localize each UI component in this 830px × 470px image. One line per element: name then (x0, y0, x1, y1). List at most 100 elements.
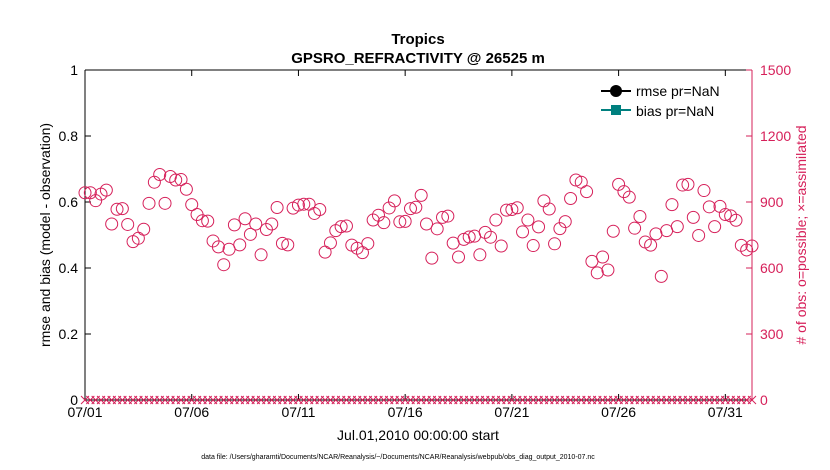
possible-obs-point (734, 238, 748, 252)
possible-obs-point (681, 177, 695, 191)
possible-obs-point (382, 201, 396, 215)
possible-obs-point (649, 227, 663, 241)
possible-obs-point (633, 210, 647, 224)
possible-obs-point (462, 230, 476, 244)
possible-obs-point (361, 237, 375, 251)
possible-obs-point (670, 220, 684, 234)
possible-obs-point (158, 196, 172, 210)
right-y-tick-label: 0 (760, 392, 768, 408)
possible-obs-point (484, 230, 498, 244)
possible-obs-point (537, 194, 551, 208)
possible-obs-point (211, 240, 225, 254)
possible-obs-point (612, 177, 626, 191)
possible-obs-point (201, 214, 215, 228)
x-axis-ticks: 07/01 07/06 07/11 07/16 07/21 07/26 07/31 (67, 70, 743, 420)
possible-obs-point (596, 250, 610, 264)
possible-obs-point (601, 263, 615, 277)
possible-obs-point (654, 269, 668, 283)
possible-obs-point (425, 251, 439, 265)
possible-obs-point (740, 243, 754, 257)
data-file-footnote: data file: /Users/gharamti/Documents/NCA… (201, 454, 595, 461)
possible-obs-point (195, 214, 209, 228)
possible-obs-point (548, 237, 562, 251)
possible-obs-point (436, 210, 450, 224)
left-y-axis-ticks: 0 0.2 0.4 0.6 0.8 1 (59, 62, 91, 408)
possible-obs-point (110, 202, 124, 216)
left-y-tick-label: 0.2 (59, 326, 79, 342)
possible-obs-point (494, 239, 508, 253)
possible-obs-point (708, 220, 722, 234)
possible-obs-point (169, 173, 183, 187)
possible-obs-point (185, 198, 199, 212)
right-y-axis-label: # of obs: o=possible; ×=assimilated (793, 125, 809, 344)
chart-title: Tropics (391, 31, 444, 48)
possible-obs-point (441, 209, 455, 223)
x-tick-label: 07/06 (174, 404, 209, 420)
right-y-tick-label: 900 (760, 194, 784, 210)
possible-obs-point (420, 217, 434, 231)
legend-rmse-marker (610, 85, 622, 97)
possible-obs-point (430, 222, 444, 236)
possible-obs-point (393, 215, 407, 229)
possible-obs-point (387, 194, 401, 208)
right-y-axis-ticks: 0 300 600 900 1200 1500 (746, 62, 791, 408)
possible-obs-point (334, 220, 348, 234)
possible-obs-point (302, 197, 316, 211)
plot-frame (84, 69, 753, 401)
possible-obs-point (409, 200, 423, 214)
possible-obs-point (270, 201, 284, 214)
possible-obs-point (377, 216, 391, 230)
possible-obs-point (323, 236, 337, 250)
assimilated-obs-series (80, 395, 757, 405)
possible-obs-point (105, 217, 119, 231)
possible-obs-point (254, 248, 268, 262)
x-tick-label: 07/21 (494, 404, 529, 420)
possible-obs-point (233, 238, 247, 252)
possible-obs-point (569, 173, 583, 187)
possible-obs-point (590, 266, 604, 280)
x-tick-label: 07/16 (388, 404, 423, 420)
possible-obs-point (622, 190, 636, 204)
possible-obs-point (403, 202, 417, 216)
possible-obs-point (702, 200, 716, 214)
possible-obs-point (281, 238, 295, 252)
possible-obs-point (745, 239, 759, 253)
legend-bias-marker (611, 105, 621, 115)
x-tick-label: 07/11 (281, 404, 315, 420)
possible-obs-point (718, 208, 732, 222)
possible-obs-point (265, 217, 279, 231)
right-y-tick-label: 600 (760, 260, 784, 276)
x-tick-label: 07/01 (67, 404, 102, 420)
possible-obs-point (99, 183, 113, 197)
possible-obs-point (505, 202, 519, 216)
left-y-tick-label: 0.8 (59, 128, 79, 144)
possible-obs-point (275, 236, 289, 250)
left-y-tick-label: 0.6 (59, 194, 79, 210)
right-y-tick-label: 300 (760, 326, 784, 342)
possible-obs-point (179, 182, 193, 196)
assimilated-obs-stroke (747, 395, 757, 405)
possible-obs-point (553, 222, 567, 236)
possible-obs-point (452, 250, 466, 264)
possible-obs-point (500, 203, 514, 217)
possible-obs-point (665, 198, 679, 212)
possible-obs-point (564, 191, 578, 205)
possible-obs-point (89, 194, 103, 208)
possible-obs-point (121, 217, 135, 231)
possible-obs-point (355, 246, 369, 260)
possible-obs-point (243, 227, 257, 241)
possible-obs-point (628, 221, 642, 235)
right-y-tick-label: 1500 (760, 62, 791, 78)
possible-obs-point (227, 218, 241, 232)
left-y-tick-label: 1 (70, 62, 78, 78)
possible-obs-point (510, 201, 524, 215)
possible-obs-point (307, 206, 321, 220)
possible-obs-point (606, 224, 620, 238)
possible-obs-point (115, 202, 129, 216)
chart-subtitle: GPSRO_REFRACTIVITY @ 26525 m (291, 50, 545, 67)
possible-obs-point (217, 258, 231, 272)
left-y-tick-label: 0 (70, 392, 78, 408)
possible-obs-point (297, 197, 311, 211)
possible-obs-point (644, 238, 658, 252)
possible-obs-point (313, 202, 327, 216)
